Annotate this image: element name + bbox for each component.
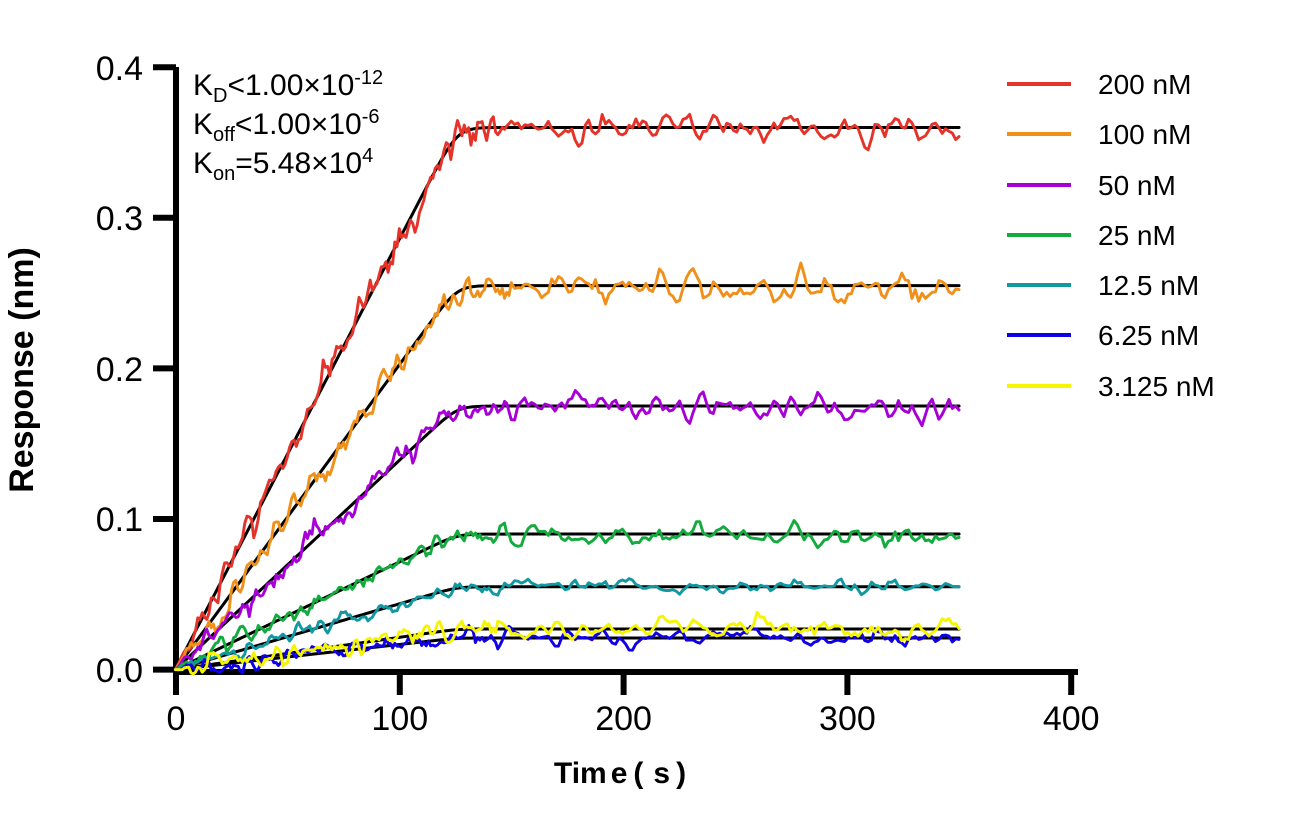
svg-text:0: 0 <box>167 700 186 738</box>
svg-text:100 nM: 100 nM <box>1098 119 1191 150</box>
svg-text:12.5 nM: 12.5 nM <box>1098 270 1199 301</box>
svg-text:300: 300 <box>819 700 876 738</box>
svg-text:3.125 nM: 3.125 nM <box>1098 371 1215 402</box>
svg-text:0.2: 0.2 <box>96 351 143 389</box>
svg-text:6.25 nM: 6.25 nM <box>1098 320 1199 351</box>
svg-text:200 nM: 200 nM <box>1098 69 1191 100</box>
svg-text:Kon=5.48×104: Kon=5.48×104 <box>193 145 373 185</box>
svg-text:200: 200 <box>595 700 652 738</box>
svg-text:Response (nm): Response (nm) <box>3 247 41 493</box>
svg-text:0.0: 0.0 <box>96 652 143 690</box>
svg-text:400: 400 <box>1043 700 1100 738</box>
svg-text:KD<1.00×10-12: KD<1.00×10-12 <box>193 67 383 107</box>
svg-text:50 nM: 50 nM <box>1098 170 1176 201</box>
svg-text:0.3: 0.3 <box>96 200 143 238</box>
svg-text:0.4: 0.4 <box>96 50 143 88</box>
svg-text:0.1: 0.1 <box>96 501 143 539</box>
svg-text:100: 100 <box>371 700 428 738</box>
svg-text:Koff<1.00×10-6: Koff<1.00×10-6 <box>193 106 379 146</box>
svg-text:25 nM: 25 nM <box>1098 220 1176 251</box>
